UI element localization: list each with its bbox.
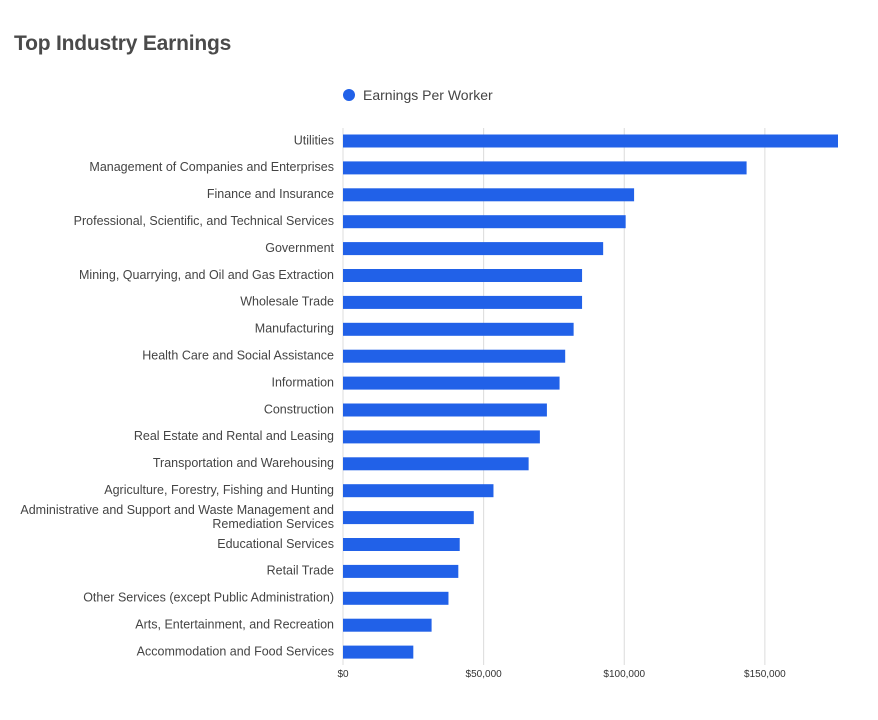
bar — [343, 403, 547, 417]
bar — [343, 161, 747, 175]
category-label: Wholesale Trade — [240, 295, 334, 309]
category-label: Government — [265, 241, 334, 255]
category-label: Mining, Quarrying, and Oil and Gas Extra… — [79, 268, 334, 282]
bar — [343, 134, 838, 148]
category-label: Retail Trade — [267, 564, 334, 578]
legend-swatch-icon — [343, 89, 355, 101]
x-tick-label: $100,000 — [603, 669, 645, 680]
bar — [343, 242, 604, 256]
bar — [343, 618, 432, 632]
bar — [343, 457, 529, 471]
bar — [343, 645, 414, 659]
category-label: Finance and Insurance — [207, 187, 334, 201]
x-tick-label: $0 — [337, 669, 349, 680]
bar — [343, 295, 583, 309]
category-label: Accommodation and Food Services — [137, 644, 334, 658]
category-label: Educational Services — [217, 537, 334, 551]
bar — [343, 430, 540, 444]
bar — [343, 564, 459, 578]
category-label: Management of Companies and Enterprises — [89, 160, 334, 174]
bar — [343, 376, 560, 390]
category-label: Remediation Services — [212, 517, 334, 531]
legend-label: Earnings Per Worker — [363, 87, 493, 103]
chart-legend: Earnings Per Worker — [343, 87, 493, 103]
category-label: Arts, Entertainment, and Recreation — [135, 617, 334, 631]
category-label: Health Care and Social Assistance — [142, 348, 334, 362]
bar — [343, 484, 494, 498]
category-label: Professional, Scientific, and Technical … — [74, 214, 334, 228]
bar — [343, 188, 635, 202]
bar — [343, 591, 449, 605]
category-label: Other Services (except Public Administra… — [83, 591, 334, 605]
category-label: Utilities — [294, 133, 334, 147]
chart-title: Top Industry Earnings — [14, 32, 232, 55]
category-label: Administrative and Support and Waste Man… — [20, 503, 334, 517]
bar — [343, 215, 626, 229]
bar — [343, 322, 574, 336]
category-label: Information — [271, 375, 334, 389]
category-label: Construction — [264, 402, 334, 416]
category-label: Manufacturing — [255, 322, 334, 336]
bar — [343, 269, 583, 282]
x-tick-label: $50,000 — [466, 669, 503, 680]
bar — [343, 511, 474, 525]
bar — [343, 349, 566, 363]
x-tick-label: $150,000 — [744, 669, 786, 680]
category-label: Transportation and Warehousing — [153, 456, 334, 470]
category-label: Real Estate and Rental and Leasing — [134, 429, 334, 443]
category-label: Agriculture, Forestry, Fishing and Hunti… — [104, 483, 334, 497]
bar — [343, 538, 460, 551]
